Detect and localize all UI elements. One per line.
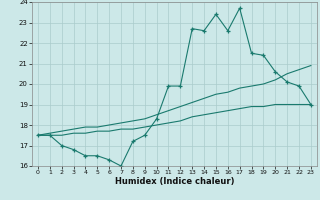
- X-axis label: Humidex (Indice chaleur): Humidex (Indice chaleur): [115, 177, 234, 186]
